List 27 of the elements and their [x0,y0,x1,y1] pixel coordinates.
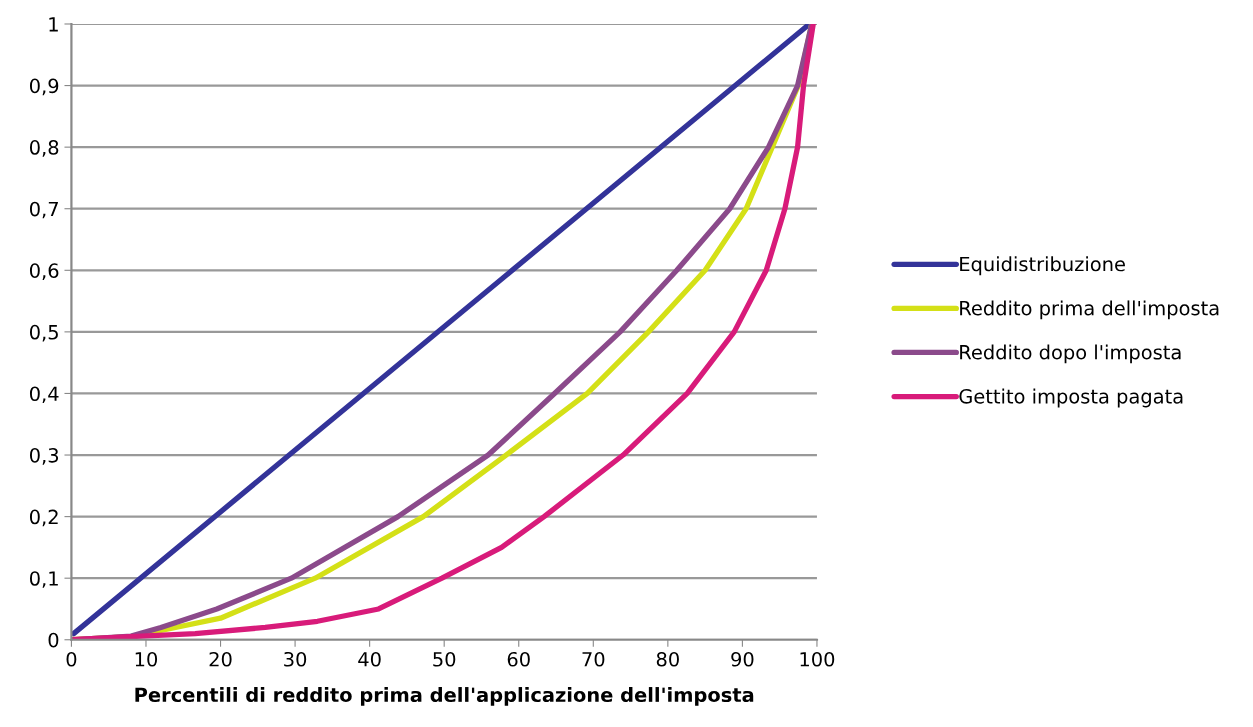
x-tick-label: 60 [507,651,530,667]
y-tick-label: 0,7 [29,201,58,219]
y-tick-label: 0,1 [29,571,58,588]
x-axis-title: Percentili di reddito prima dell'applicazione dell'imposta [135,687,754,706]
x-tick-label: 90 [731,651,754,667]
y-tick-label: 0,8 [29,140,59,157]
y-tick-label: 0,9 [29,78,59,96]
legend-label: Reddito dopo l'imposta [960,344,1181,364]
x-tick-label: 50 [433,651,456,667]
y-tick-label: 1 [49,17,58,32]
y-tick-label: 0,4 [29,386,59,404]
x-tick-label: 40 [358,651,381,667]
x-tick-label: 30 [284,651,307,667]
legend-label: Gettito imposta pagata [959,388,1183,408]
legend-label: Equidistribuzione [960,256,1125,276]
x-tick-label: 10 [135,651,158,667]
x-tick-label: 20 [209,651,232,667]
y-tick-label: 0,3 [29,447,59,465]
y-tick-label: 0 [48,632,59,648]
x-tick-label: 70 [582,651,605,667]
y-tick-label: 0,5 [29,324,58,342]
x-tick-label: 0 [66,651,77,667]
legend-label: Reddito prima dell'imposta [960,300,1219,320]
x-tick-label: 100 [800,651,835,667]
y-tick-label: 0,6 [29,263,59,280]
x-tick-label: 80 [656,651,679,667]
y-tick-label: 0,2 [29,509,58,527]
